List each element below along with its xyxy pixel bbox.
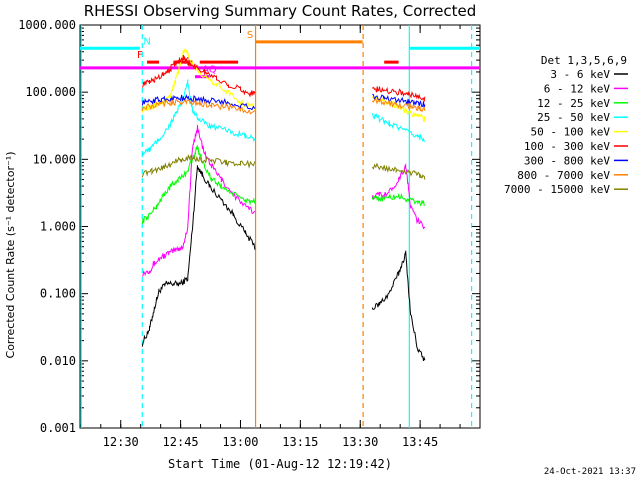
plot-frame xyxy=(79,24,481,429)
flag-label: AQ xyxy=(202,65,217,76)
series-line xyxy=(141,145,426,225)
legend-label: 25 - 50 keV xyxy=(537,111,610,124)
y-tick-label: 1000.000 xyxy=(18,18,76,32)
x-tick-label: 13:45 xyxy=(402,435,438,449)
x-axis-label: Start Time (01-Aug-12 12:19:42) xyxy=(168,457,392,471)
y-tick-label: 0.010 xyxy=(40,354,76,368)
legend-title: Det 1,3,5,6,9 xyxy=(541,54,627,67)
plot-area: 1000.000 100.000 10.000 1.000 0.100 0.010 0.00… xyxy=(18,18,481,449)
y-tick-label: 1.000 xyxy=(40,220,76,234)
x-tick-label: 13:15 xyxy=(282,435,318,449)
series-line xyxy=(141,93,426,111)
x-tick-label: 13:00 xyxy=(222,435,258,449)
legend-label: 800 - 7000 keV xyxy=(517,169,610,182)
series-line xyxy=(141,124,426,277)
series-line xyxy=(141,154,426,180)
legend-label: 50 - 100 keV xyxy=(531,126,611,139)
legend-label: 3 - 6 keV xyxy=(550,68,610,81)
series-line xyxy=(141,54,426,102)
x-tick-label: 12:30 xyxy=(103,435,139,449)
chart-title: RHESSI Observing Summary Count Rates, Co… xyxy=(84,2,477,20)
y-tick-label: 0.100 xyxy=(40,287,76,301)
series-line xyxy=(141,97,426,115)
series-line xyxy=(141,165,426,362)
flag-label: F xyxy=(137,50,143,61)
x-tick-label: 12:45 xyxy=(163,435,199,449)
x-tick-label: 13:30 xyxy=(342,435,378,449)
y-tick-label: 0.001 xyxy=(40,421,76,435)
flag-label: N xyxy=(143,36,150,47)
plot-date: 24-Oct-2021 13:37 xyxy=(544,467,636,477)
legend-label: 300 - 800 keV xyxy=(524,154,610,167)
y-tick-label: 10.000 xyxy=(33,152,76,166)
y-axis-label: Corrected Count Rate (s⁻¹ detector⁻¹) xyxy=(4,152,17,359)
series-line xyxy=(141,79,426,158)
legend-label: 12 - 25 keV xyxy=(537,97,610,110)
legend-label: 6 - 12 keV xyxy=(544,82,611,95)
flag-label: S xyxy=(247,30,253,41)
legend-label: 100 - 300 keV xyxy=(524,140,610,153)
legend-label: 7000 - 15000 keV xyxy=(504,183,610,196)
y-tick-label: 100.000 xyxy=(25,85,76,99)
